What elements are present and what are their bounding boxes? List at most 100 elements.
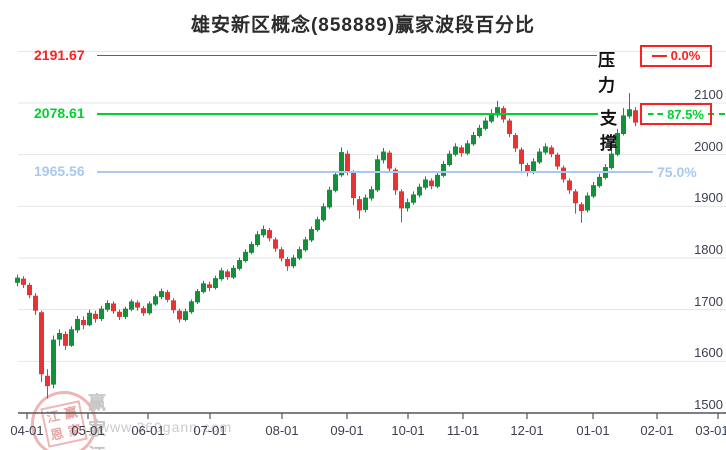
candle-body: [309, 229, 314, 241]
candle-body: [201, 283, 206, 293]
candle-body: [321, 206, 326, 221]
candle-body: [405, 202, 410, 209]
candle-body: [315, 219, 320, 231]
candle-body: [105, 302, 110, 310]
candle-body: [267, 230, 272, 239]
candle-body: [207, 284, 212, 288]
candle-body: [279, 249, 284, 259]
candle-body: [411, 194, 416, 203]
y-axis-label: 1800: [694, 242, 723, 257]
candle-body: [231, 267, 236, 278]
candle-body: [171, 300, 176, 311]
candle-body: [147, 303, 152, 314]
candle-body: [459, 147, 464, 154]
candle-body: [225, 271, 230, 278]
support-line-dashed: [708, 113, 725, 116]
candle-body: [333, 174, 338, 191]
candle-body: [435, 174, 440, 187]
candle-body: [327, 189, 332, 208]
candle-body: [531, 161, 536, 173]
candle-body: [21, 278, 26, 285]
resistance-percent-value: 0.0%: [670, 48, 701, 64]
candle-body: [633, 110, 638, 123]
candle-body: [519, 149, 524, 164]
candle-body: [51, 339, 56, 385]
candle-body: [465, 143, 470, 154]
candle-body: [159, 291, 164, 298]
candle-body: [153, 296, 158, 305]
candle-body: [69, 329, 74, 346]
candle-body: [27, 284, 32, 296]
x-axis-label: 11-01: [446, 423, 480, 438]
candle-body: [63, 333, 68, 346]
candle-body: [483, 120, 488, 129]
candle-body: [609, 153, 614, 169]
blue-percent-value: 75.0%: [657, 164, 697, 181]
x-axis-label: 05-01: [71, 423, 105, 438]
candle-body: [177, 310, 182, 320]
resistance-price-label: 2191.67: [34, 46, 85, 63]
candle-body: [417, 186, 422, 196]
candle-body: [141, 308, 146, 314]
candle-body: [39, 312, 44, 375]
support-line-sample: [648, 113, 664, 116]
candle-body: [123, 308, 128, 317]
candle-body: [273, 239, 278, 249]
x-axis-label: 09-01: [330, 423, 364, 438]
candle-body: [33, 295, 38, 311]
candle-body: [357, 199, 362, 211]
y-axis-label: 2100: [694, 87, 723, 102]
candle-body: [297, 249, 302, 259]
candle-body: [429, 180, 434, 187]
blue-price-label: 1965.56: [34, 163, 85, 180]
candle-body: [363, 197, 368, 210]
support-percent-value: 87.5%: [667, 106, 704, 122]
x-axis-label: 12-01: [510, 423, 544, 438]
chart-title: 雄安新区概念(858889)赢家波段百分比: [190, 15, 536, 36]
y-axis-label: 1900: [694, 190, 723, 206]
resistance-line-sample: [651, 54, 667, 57]
candle-body: [87, 312, 92, 326]
candle-body: [303, 239, 308, 251]
candle-body: [369, 189, 374, 199]
candle-body: [93, 313, 98, 319]
candle-body: [375, 159, 380, 191]
candle-body: [561, 167, 566, 180]
candle-body: [243, 251, 248, 262]
x-axis-label: 10-01: [391, 423, 425, 438]
x-axis-label: 07-01: [193, 423, 227, 438]
candle-body: [15, 277, 20, 283]
candle-body: [579, 204, 584, 211]
watermark-brand-text: 赢家江恩软件: [88, 393, 109, 450]
x-axis-label: 06-01: [131, 423, 165, 438]
y-axis-label: 1500: [694, 397, 723, 412]
candle-body: [471, 135, 476, 145]
support-line: [97, 113, 598, 116]
candle-body: [219, 270, 224, 280]
candle-body: [513, 135, 518, 149]
candle-body: [489, 114, 494, 122]
candle-body: [567, 180, 572, 191]
support-price-label: 2078.61: [34, 105, 85, 122]
candle-body: [117, 311, 122, 317]
candle-body: [75, 318, 80, 331]
candle-body: [537, 151, 542, 163]
y-axis-label: 1600: [694, 345, 723, 361]
resistance-name-label: 压力: [598, 50, 615, 95]
candle-body: [129, 301, 134, 310]
x-axis-label: 03-01: [695, 423, 726, 438]
candle-body: [183, 311, 188, 320]
candle-body: [627, 109, 632, 117]
y-axis-label: 1700: [694, 293, 723, 309]
x-axis-label: 04-01: [10, 423, 44, 438]
candle-body: [339, 152, 344, 176]
candle-body: [255, 234, 260, 246]
candle-body: [99, 308, 104, 319]
candle-body: [351, 172, 356, 199]
candle-body: [165, 292, 170, 300]
candle-body: [213, 278, 218, 288]
resistance-line: [97, 54, 597, 56]
candle-body: [381, 151, 386, 161]
resistance-percent-box: 0.0%: [640, 44, 712, 67]
